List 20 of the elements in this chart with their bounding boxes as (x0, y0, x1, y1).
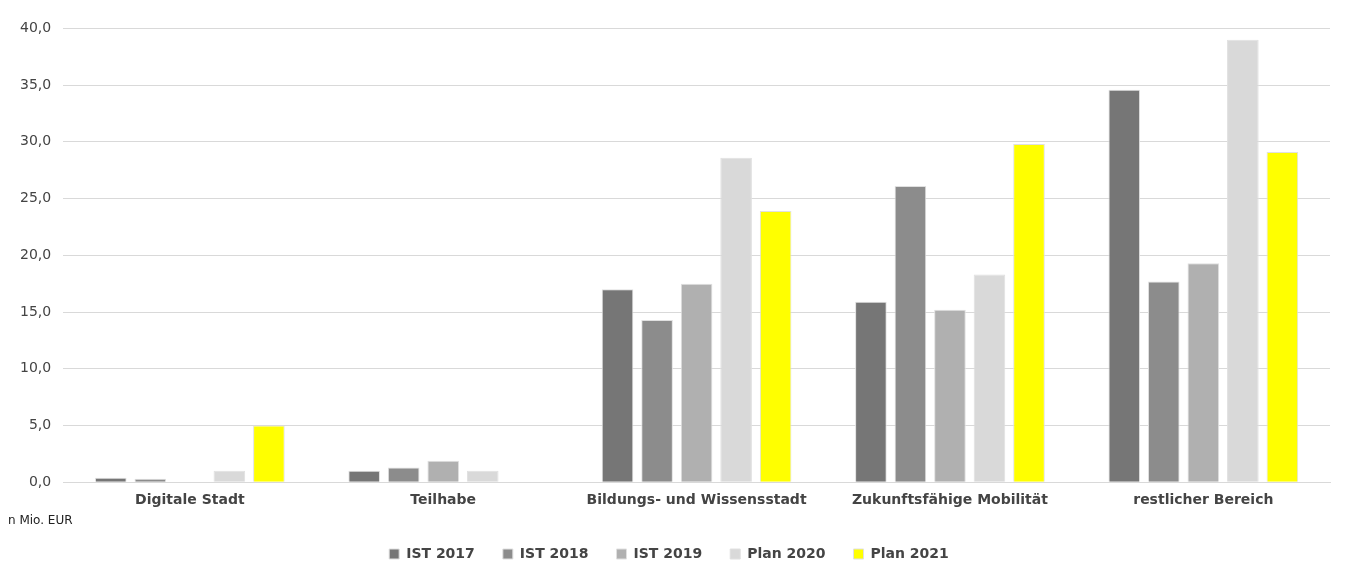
y-tick-label: 5,0 (28, 416, 52, 433)
y-tick-label: 40,0 (20, 19, 52, 36)
y-tick-label: 35,0 (20, 75, 52, 92)
legend-label: Plan 2021 (870, 544, 949, 561)
y-tick-label: 10,0 (20, 359, 52, 376)
legend-label: IST 2018 (519, 544, 589, 561)
y-tick-label: 20,0 (20, 245, 52, 262)
legend-label: IST 2019 (633, 544, 703, 561)
y-tick-label: 25,0 (20, 189, 52, 206)
x-tick-label: restlicher Bereich (1133, 491, 1274, 508)
x-tick-label: Zukunftsfähige Mobilität (851, 491, 1049, 508)
text: n Mio. EUR (8, 513, 73, 527)
y-tick-label: 0,0 (28, 472, 52, 489)
x-tick-label: Teilhabe (410, 491, 477, 508)
legend-label: IST 2017 (406, 544, 475, 561)
y-tick-label: 15,0 (20, 302, 52, 319)
y-tick-label: 30,0 (20, 132, 52, 149)
x-tick-label: Bildungs- und Wissensstadt (586, 491, 807, 508)
x-tick-label: Digitale Stadt (135, 491, 245, 508)
legend-label: Plan 2020 (747, 544, 826, 561)
